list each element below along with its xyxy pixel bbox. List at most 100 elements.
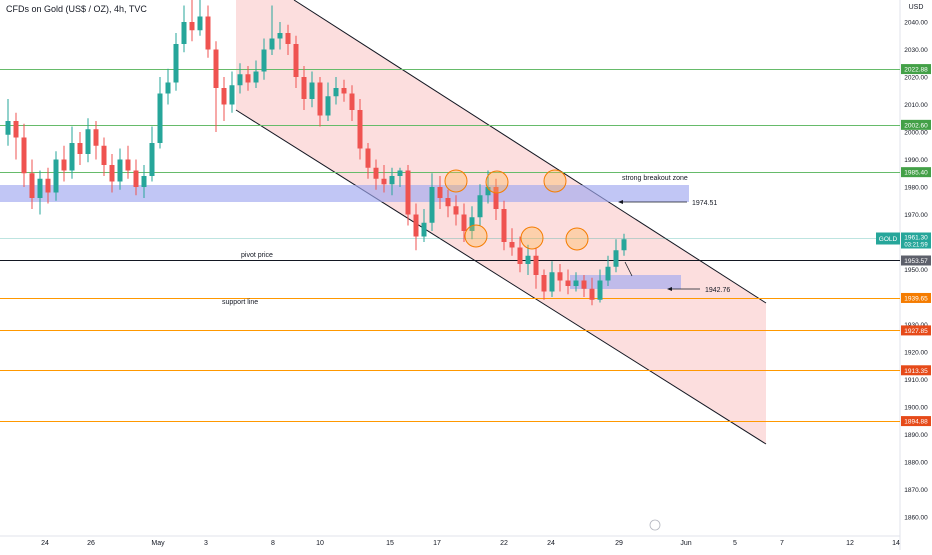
- y-tick-label: 1990.00: [904, 157, 928, 164]
- x-tick-label: 12: [846, 540, 854, 547]
- candle-body: [509, 242, 515, 248]
- candle-body: [149, 143, 155, 176]
- channel-lower-line: [235, 109, 767, 445]
- candle-body: [85, 129, 91, 154]
- last-price-tag-bg: [901, 232, 931, 249]
- candle-body: [389, 176, 395, 185]
- candle: [445, 189, 451, 218]
- candle-body: [597, 280, 603, 300]
- price-tag-1913-bg: [901, 365, 931, 376]
- candle-body: [117, 159, 123, 182]
- candle: [581, 275, 587, 297]
- candle-body: [221, 88, 227, 105]
- candle-body: [133, 170, 139, 187]
- candle: [21, 123, 27, 187]
- y-tick-label: 1880.00: [904, 460, 928, 467]
- marker-circle: [543, 169, 567, 193]
- candle-body: [525, 255, 531, 264]
- annotation-zone-value: 1942.76: [705, 287, 730, 294]
- candle: [85, 118, 91, 163]
- candle: [493, 178, 499, 220]
- candle-body: [469, 217, 475, 231]
- y-tick-label: 2000.00: [904, 130, 928, 137]
- price-tag-2002: 2002.60: [904, 122, 928, 129]
- y-tick-label: 1890.00: [904, 432, 928, 439]
- price-tag-1939-bg: [901, 292, 931, 303]
- price-tag-pivot: 1953.57: [904, 258, 928, 265]
- x-tick-label: 10: [316, 540, 324, 547]
- candle-body: [197, 16, 203, 31]
- candle: [301, 66, 307, 110]
- candle-body: [21, 137, 27, 174]
- annotation-pivot-price: pivot price: [241, 252, 273, 259]
- candle: [197, 0, 203, 36]
- axis-currency-label: USD: [909, 4, 924, 11]
- x-tick-label: 5: [733, 540, 737, 547]
- price-tag-pivot-bg: [901, 255, 931, 266]
- candle-body: [453, 206, 459, 215]
- candle-body: [29, 173, 35, 198]
- candle-body: [605, 266, 611, 281]
- candle: [285, 24, 291, 55]
- candle: [189, 0, 195, 42]
- candle: [221, 77, 227, 121]
- candle: [93, 121, 99, 160]
- candle: [53, 151, 59, 201]
- candle: [181, 5, 187, 53]
- candle: [37, 170, 43, 215]
- candle-body: [557, 272, 563, 281]
- candle: [261, 38, 267, 80]
- candle-body: [189, 22, 195, 31]
- last-price-tag: 1961.30: [904, 235, 928, 242]
- channel-fill: [236, 0, 766, 444]
- candle-body: [517, 247, 523, 264]
- candle: [269, 5, 275, 55]
- candle: [277, 22, 283, 50]
- candle-body: [205, 16, 211, 50]
- goto-realtime-icon: [649, 519, 661, 531]
- candle: [397, 167, 403, 187]
- breakout-zone: [0, 185, 689, 202]
- candle-body: [53, 159, 59, 193]
- candle-body: [93, 129, 99, 146]
- support-zone: [570, 275, 681, 289]
- candle-body: [253, 71, 259, 83]
- price-tag-1985-bg: [901, 167, 931, 178]
- candle-body: [229, 85, 235, 105]
- price-tag-1913: 1913.35: [904, 368, 928, 375]
- candle: [69, 126, 75, 179]
- candle-body: [125, 159, 131, 171]
- candle-body: [413, 214, 419, 237]
- candle-body: [405, 170, 411, 215]
- symbol-title: CFDs on Gold (US$ / OZ), 4h, TVC: [6, 4, 147, 14]
- candle-body: [541, 275, 547, 292]
- candle: [61, 145, 67, 182]
- candle-body: [333, 88, 339, 97]
- candle-body: [365, 148, 371, 168]
- x-tick-label: May: [151, 540, 165, 547]
- candle: [213, 41, 219, 132]
- candle: [549, 261, 555, 297]
- candle-body: [437, 187, 443, 198]
- candle-body: [277, 33, 283, 39]
- candle: [229, 71, 235, 113]
- candle: [621, 233, 627, 256]
- marker-circle: [565, 227, 589, 251]
- price-tag-1927-bg: [901, 325, 931, 336]
- zone-small-arrow: [624, 261, 633, 277]
- candle: [501, 200, 507, 251]
- candle-body: [285, 33, 291, 44]
- candle-body: [45, 178, 51, 193]
- candle: [325, 82, 331, 121]
- candle-body: [309, 82, 315, 99]
- candle: [333, 77, 339, 105]
- candle: [293, 35, 299, 88]
- channel-upper-line: [293, 0, 767, 304]
- candle: [149, 126, 155, 182]
- candle: [165, 68, 171, 105]
- candle: [533, 247, 539, 289]
- candle-body: [421, 222, 427, 237]
